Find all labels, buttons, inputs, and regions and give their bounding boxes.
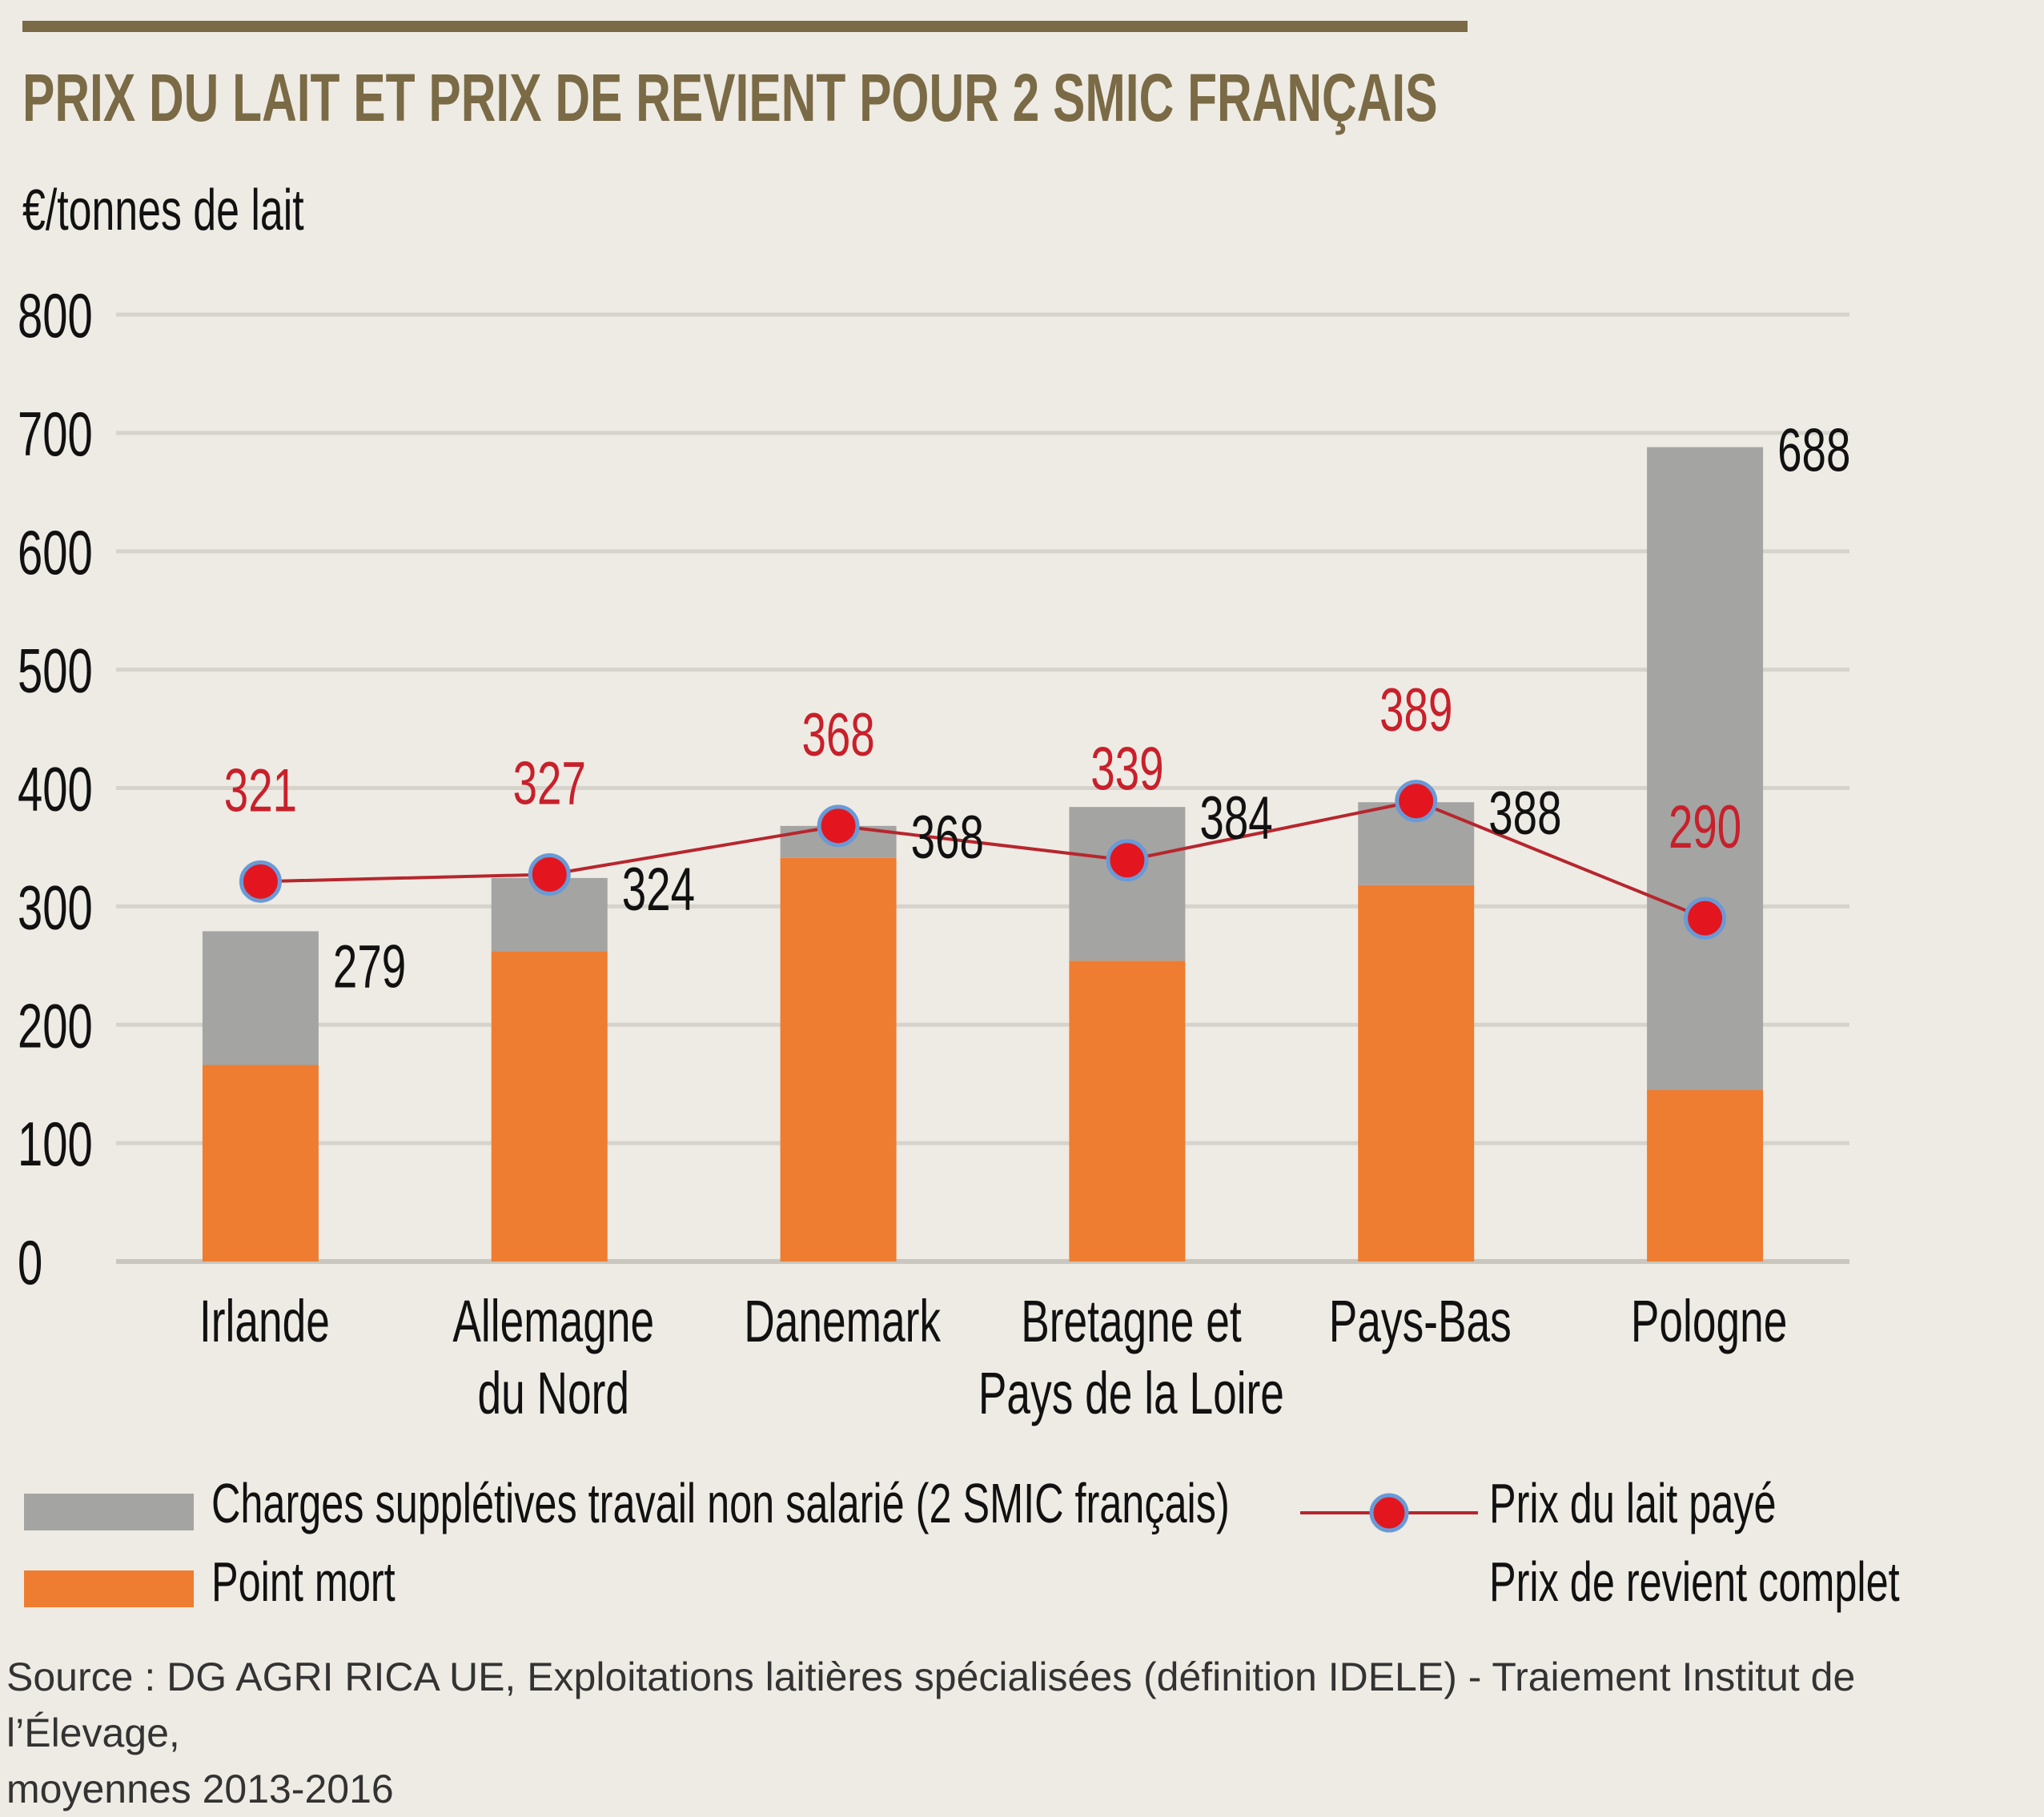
- source-line-1: Source : DG AGRI RICA UE, Exploitations …: [6, 1655, 1856, 1755]
- price-marker: [1106, 839, 1149, 882]
- price-marker: [528, 852, 571, 896]
- legend-swatch-gray: [24, 1494, 194, 1530]
- total-data-label: 368: [911, 804, 984, 872]
- price-data-label: 389: [1379, 676, 1452, 744]
- source-note: Source : DG AGRI RICA UE, Exploitations …: [6, 1649, 2008, 1817]
- bar-point-mort: [780, 857, 897, 1261]
- price-marker: [817, 804, 860, 848]
- price-line: [239, 780, 1727, 940]
- y-tick-label: 500: [18, 636, 93, 706]
- price-marker: [1395, 780, 1438, 823]
- legend-label-line: Prix du lait payé: [1489, 1472, 1777, 1534]
- legend-swatch-orange: [24, 1570, 194, 1607]
- y-tick-label: 800: [18, 281, 93, 351]
- y-tick-label: 300: [18, 872, 93, 942]
- x-tick-label: Danemark: [744, 1288, 941, 1354]
- price-data-label: 290: [1669, 793, 1741, 861]
- x-tick-label: Allemagne: [452, 1288, 654, 1354]
- legend-label-total: Prix de revient complet: [1489, 1550, 1900, 1613]
- data-labels: 321 327 368 339 389 290 279 324 368 384 388 688: [224, 417, 1851, 1001]
- bar-point-mort: [202, 1065, 319, 1261]
- title-rule: [22, 21, 1468, 32]
- price-data-label: 321: [224, 757, 297, 825]
- total-data-label: 688: [1777, 417, 1850, 485]
- x-tick-label: Pologne: [1631, 1288, 1788, 1354]
- chart-title: PRIX DU LAIT ET PRIX DE REVIENT POUR 2 S…: [22, 60, 1438, 135]
- bar-charges-suppletives: [1647, 447, 1764, 1090]
- price-polyline: [260, 799, 1706, 921]
- total-data-label: 384: [1199, 784, 1272, 852]
- total-data-label: 388: [1488, 780, 1561, 848]
- x-tick-label: Pays de la Loire: [978, 1360, 1284, 1426]
- x-tick-label: Pays-Bas: [1329, 1288, 1512, 1354]
- chart-svg: 0 100 200 300 400 500 600 700 800 321 327 368 339 38…: [18, 281, 1851, 1426]
- bar-point-mort: [491, 951, 608, 1261]
- y-tick-label: 200: [18, 991, 93, 1061]
- total-data-label: 279: [333, 933, 406, 1001]
- x-tick-label: Irlande: [199, 1288, 330, 1354]
- y-tick-label: 600: [18, 518, 93, 588]
- bar-point-mort: [1647, 1089, 1764, 1261]
- bar-charges-suppletives: [1069, 807, 1186, 961]
- source-line-2: moyennes 2013-2016: [6, 1767, 394, 1811]
- price-data-label: 327: [513, 750, 586, 818]
- bar-point-mort: [1358, 884, 1475, 1261]
- legend-label-gray: Charges supplétives travail non salarié …: [211, 1472, 1230, 1534]
- y-axis-label: €/tonnes de lait: [22, 178, 304, 243]
- gridlines: [116, 312, 1849, 1264]
- price-marker: [1684, 896, 1727, 940]
- y-tick-label: 0: [18, 1228, 42, 1298]
- bar-point-mort: [1069, 961, 1186, 1261]
- x-tick-label: du Nord: [477, 1360, 629, 1426]
- price-data-label: 368: [801, 701, 874, 769]
- y-tick-label: 400: [18, 754, 93, 824]
- total-data-label: 324: [622, 856, 695, 924]
- y-tick-label: 700: [18, 399, 93, 469]
- bars: [202, 447, 1764, 1261]
- bar-charges-suppletives: [202, 931, 319, 1065]
- price-data-label: 339: [1090, 736, 1163, 804]
- x-tick-label: Bretagne et: [1021, 1288, 1242, 1354]
- y-tick-labels: 0 100 200 300 400 500 600 700 800: [18, 281, 93, 1298]
- y-tick-label: 100: [18, 1109, 93, 1179]
- price-marker: [239, 860, 282, 903]
- legend-label-orange: Point mort: [211, 1550, 396, 1613]
- legend-line-symbol: [1300, 1493, 1478, 1533]
